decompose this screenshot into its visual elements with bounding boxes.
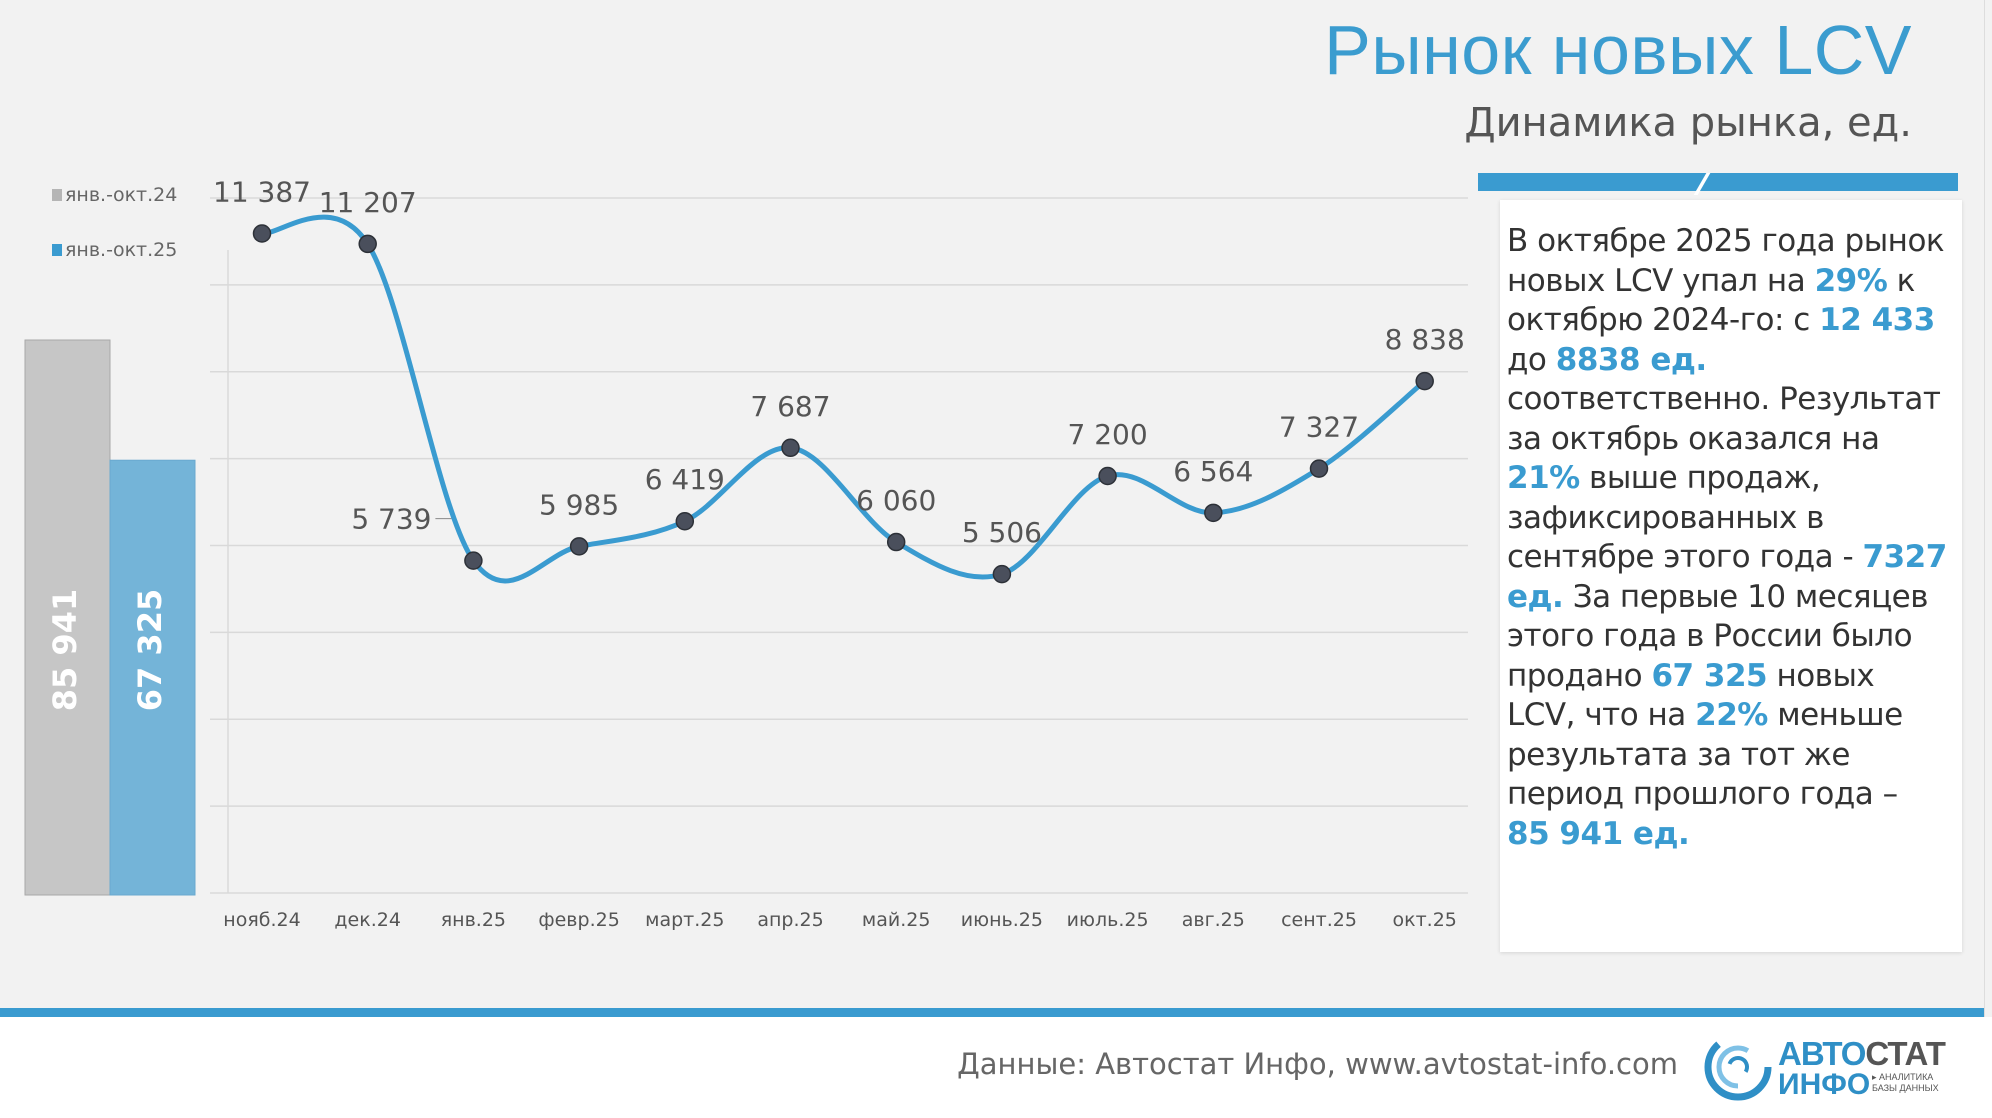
logo-part-2: СТАТ	[1865, 1035, 1945, 1072]
data-label: 7 200	[1068, 418, 1148, 451]
commentary-hl-6: 67 325	[1651, 657, 1768, 694]
logo-tagline: ▸ АНАЛИТИКА БАЗЫ ДАННЫХ	[1872, 1072, 1939, 1094]
x-tick-label: авг.25	[1182, 909, 1245, 931]
commentary-seg-4: соответственно. Результат за октябрь ока…	[1507, 381, 1941, 457]
commentary-box: В октябре 2025 года рынок новых LCV упал…	[1500, 200, 1962, 952]
commentary-hl-8: 85 941 ед.	[1507, 815, 1690, 852]
data-point	[358, 234, 377, 254]
data-label: 5 985	[539, 488, 619, 521]
data-label: 11 207	[319, 186, 417, 219]
data-point	[675, 511, 695, 531]
data-point	[886, 532, 906, 552]
logo-part-1: АВТО	[1778, 1035, 1866, 1072]
x-tick-label: сент.25	[1281, 909, 1357, 931]
logo-word-1: АВТОСТАТ	[1778, 1035, 1946, 1073]
commentary-hl-2: 12 433	[1819, 302, 1935, 338]
x-tick-label: июнь.25	[961, 909, 1043, 931]
commentary-text: В октябре 2025 года рынок новых LCV упал…	[1507, 222, 1947, 854]
legend-item-2024: янв.-окт.24	[52, 182, 177, 208]
footer-divider	[0, 1008, 1984, 1017]
page-subtitle: Динамика рынка, ед.	[1464, 100, 1912, 146]
source-text: Данные: Автостат Инфо, www.avtostat-info…	[957, 1047, 1678, 1081]
legend-item-2025: янв.-окт.25	[52, 237, 177, 263]
commentary-hl-5: 7327 ед.	[1507, 539, 1947, 615]
data-point	[464, 551, 483, 570]
logo-word-2: ИНФО	[1778, 1068, 1871, 1101]
bar-label-2024: 85 941	[46, 589, 84, 711]
footer	[0, 1017, 1992, 1118]
data-point	[1204, 503, 1223, 523]
commentary-hl-1: 29%	[1814, 262, 1888, 299]
data-label: 6 060	[856, 484, 936, 517]
legend-swatch-2024	[52, 189, 62, 201]
data-label: 7 687	[750, 390, 830, 423]
data-point	[252, 224, 272, 243]
x-tick-label: февр.25	[538, 909, 619, 931]
data-label: 6 564	[1173, 455, 1253, 488]
commentary-seg-1: В октябре 2025 года рынок новых LCV упал…	[1507, 223, 1945, 299]
logo-swirl-icon	[1704, 1033, 1772, 1101]
legend: янв.-окт.24 янв.-окт.25	[52, 182, 177, 292]
x-tick-label: март.25	[645, 909, 724, 931]
commentary-seg-6: За первые 10 месяцев этого года в России…	[1507, 578, 1929, 694]
commentary-seg-5: выше продаж, зафиксированных в сентябре …	[1507, 460, 1863, 575]
x-tick-label: апр.25	[757, 909, 823, 931]
commentary-seg-8: меньше результата за тот же период прошл…	[1507, 697, 1903, 812]
commentary-hl-4: 21%	[1507, 460, 1580, 496]
data-label: 6 419	[645, 463, 725, 496]
data-label: 8 838	[1385, 323, 1465, 356]
legend-swatch-2025	[52, 244, 62, 256]
logo-tag-1: ▸ АНАЛИТИКА	[1872, 1072, 1934, 1082]
page-title: Рынок новых LCV	[1324, 11, 1912, 89]
commentary-seg-3: до	[1507, 341, 1556, 378]
x-tick-label: июль.25	[1067, 909, 1149, 931]
x-tick-label: дек.24	[334, 909, 401, 931]
autostat-logo: АВТОСТАТ ИНФО ▸ АНАЛИТИКА БАЗЫ ДАННЫХ	[1702, 1032, 1972, 1102]
series-line	[259, 214, 1428, 584]
legend-label-2024: янв.-окт.24	[65, 184, 178, 206]
x-tick-label: нояб.24	[223, 909, 300, 931]
data-point	[781, 438, 800, 458]
data-point	[1309, 459, 1329, 478]
x-tick-label: янв.25	[441, 909, 506, 931]
bar-label-2025: 67 325	[131, 589, 169, 711]
accent-bar	[1478, 173, 1958, 191]
data-point	[569, 537, 589, 556]
data-point	[1098, 466, 1117, 486]
x-tick-label: окт.25	[1393, 909, 1457, 931]
data-label: 11 387	[213, 176, 311, 209]
x-tick-label: май.25	[862, 909, 931, 931]
data-label: 5 739	[351, 503, 431, 536]
bar-2025	[109, 459, 196, 896]
commentary-seg-7: новых LCV, что на	[1507, 657, 1875, 734]
commentary-hl-7: 22%	[1695, 697, 1768, 733]
data-label: 7 327	[1279, 411, 1359, 444]
legend-label-2025: янв.-окт.25	[65, 239, 178, 261]
data-point	[1415, 371, 1434, 391]
logo-tag-2: БАЗЫ ДАННЫХ	[1872, 1083, 1939, 1093]
commentary-hl-3: 8838 ед.	[1555, 341, 1707, 378]
chart-area: 85 941 67 325 11 387 11 207 5 739 5 985 6 419 7…	[24, 176, 1468, 931]
commentary-seg-2: к октябрю 2024-го: с	[1507, 262, 1915, 339]
data-label: 5 506	[962, 516, 1042, 549]
data-point	[992, 564, 1012, 584]
